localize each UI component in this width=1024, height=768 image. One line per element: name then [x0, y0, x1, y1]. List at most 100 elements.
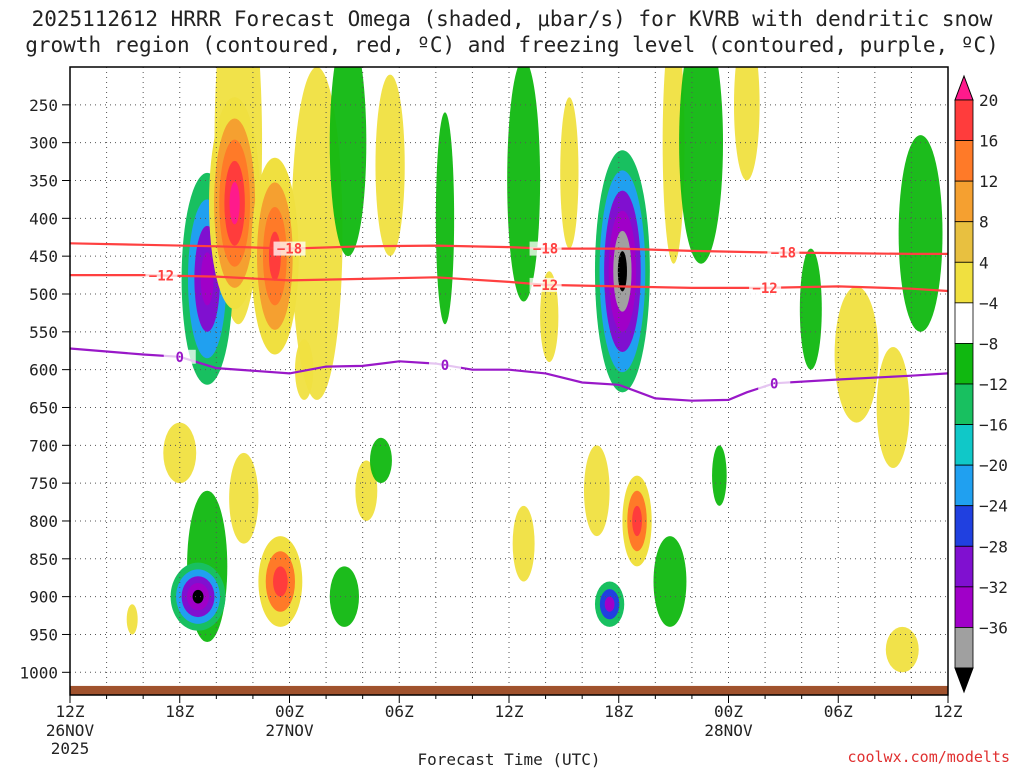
x-tick-year: 2025 — [51, 739, 90, 758]
colorbar-segment — [954, 586, 974, 628]
omega-shade-streak — [560, 97, 579, 249]
y-tick-label: 500 — [29, 285, 58, 304]
omega-shade-streak — [355, 460, 378, 521]
colorbar-label: −8 — [979, 334, 998, 353]
colorbar-label: −12 — [979, 375, 1008, 394]
colorbar-label: −32 — [979, 578, 1008, 597]
colorbar-label: −20 — [979, 456, 1008, 475]
contour-series: −18 −18 −18 — [69, 241, 948, 262]
contour-label-bg — [145, 268, 178, 283]
colorbar-label: 8 — [979, 213, 989, 232]
contour-series: 0 0 0 — [69, 347, 949, 402]
colorbar-segment — [954, 261, 974, 304]
colorbar-top-arrow — [954, 74, 974, 101]
colorbar-segment — [954, 302, 974, 344]
y-tick-label: 550 — [29, 323, 58, 342]
colorbar-segment — [954, 180, 974, 223]
contour-series: −12 −12 −12 — [70, 268, 949, 297]
y-tick-label: 650 — [29, 398, 58, 417]
colorbar-segment — [954, 221, 974, 263]
y-tick-label: 850 — [29, 550, 58, 569]
colorbar-label: −28 — [979, 537, 1008, 556]
contour-label: −12 — [149, 268, 174, 284]
omega-shade-contour — [604, 596, 615, 612]
omega-shade-streak — [653, 536, 687, 627]
contour-label-bg — [767, 245, 800, 260]
contour-label-bg — [529, 277, 562, 292]
y-tick-label: 800 — [29, 512, 58, 531]
colorbar-segment — [954, 343, 974, 385]
colorbar-label: 12 — [979, 172, 998, 191]
omega-shade-streak — [799, 248, 822, 370]
omega-shade-streak — [512, 505, 535, 582]
colorbar-label: −16 — [979, 416, 1008, 435]
omega-shade-streak — [662, 67, 685, 264]
colorbar-segment — [954, 505, 974, 547]
omega-shade-contour — [617, 251, 627, 292]
y-tick-label: 400 — [29, 209, 58, 228]
x-tick-date: 26NOV — [46, 721, 95, 740]
omega-shade-streak — [834, 286, 879, 423]
x-tick-label: 12Z — [934, 702, 963, 721]
colorbar-segment — [954, 140, 974, 182]
chart-title-line1: 2025112612 HRRR Forecast Omega (shaded, … — [31, 7, 993, 31]
contour-label-bg — [273, 241, 306, 256]
omega-shade-streak — [435, 112, 455, 325]
x-tick-label: 00Z — [714, 702, 743, 721]
omega-shading — [126, 67, 943, 673]
colorbar-segment — [954, 627, 974, 669]
contour-label: −12 — [752, 281, 777, 297]
x-tick-label: 12Z — [56, 702, 85, 721]
contour-label: 0 — [441, 358, 449, 374]
omega-shade-streak — [876, 346, 910, 469]
colorbar-segment — [954, 424, 974, 466]
y-axis: 250 300 350 400 450 500 550 600 650 700 750 800 850 9… — [19, 96, 70, 682]
colorbar: 20 16 12 8 4 −4 −8 −12 −16 −20 −24 −28 −32 −36 — [954, 74, 1008, 694]
colorbar-segment — [954, 545, 974, 588]
omega-shade-streak — [885, 626, 919, 673]
contour-label: −18 — [771, 246, 796, 262]
omega-shade-streak — [126, 604, 138, 635]
omega-shade-contour — [229, 182, 240, 225]
omega-shade-streak — [369, 437, 392, 484]
omega-shade-contour — [192, 589, 204, 604]
y-tick-label: 450 — [29, 247, 58, 266]
x-axis-title: Forecast Time (UTC) — [417, 750, 600, 768]
contour-label: 0 — [770, 376, 778, 392]
colorbar-label: −36 — [979, 618, 1008, 637]
x-tick-label: 06Z — [824, 702, 853, 721]
x-tick-label: 00Z — [275, 702, 304, 721]
colorbar-label: 20 — [979, 91, 998, 110]
omega-shade-contour — [273, 566, 288, 597]
contour-label-bg — [758, 376, 791, 391]
contour-line — [69, 242, 948, 255]
y-tick-label: 700 — [29, 436, 58, 455]
colorbar-segment — [954, 99, 974, 141]
y-tick-label: 750 — [29, 474, 58, 493]
omega-shade-streak — [329, 67, 367, 257]
y-tick-label: 950 — [29, 625, 58, 644]
omega-shade-streak — [898, 135, 943, 332]
x-tick-date: 27NOV — [265, 721, 314, 740]
y-tick-label: 1000 — [19, 663, 58, 682]
x-tick-date: 28NOV — [704, 721, 753, 740]
y-tick-label: 300 — [29, 134, 58, 153]
contour-label-bg — [163, 349, 196, 364]
contour-line — [70, 274, 949, 293]
contour-label: −18 — [277, 242, 302, 258]
colorbar-label: −4 — [979, 294, 998, 313]
omega-shade-contour — [632, 505, 642, 537]
y-tick-label: 350 — [29, 171, 58, 190]
surface-terrain — [70, 685, 948, 695]
x-tick-label: 06Z — [385, 702, 414, 721]
y-tick-label: 600 — [29, 361, 58, 380]
omega-shade-contour — [200, 252, 214, 306]
omega-shade-streak — [229, 452, 259, 544]
omega-shade-streak — [329, 566, 360, 627]
omega-shade-streak — [733, 67, 760, 181]
colorbar-label: 16 — [979, 132, 998, 151]
omega-shade-streak — [583, 445, 610, 537]
omega-shade-streak — [712, 445, 727, 506]
omega-shade-streak — [679, 67, 724, 264]
